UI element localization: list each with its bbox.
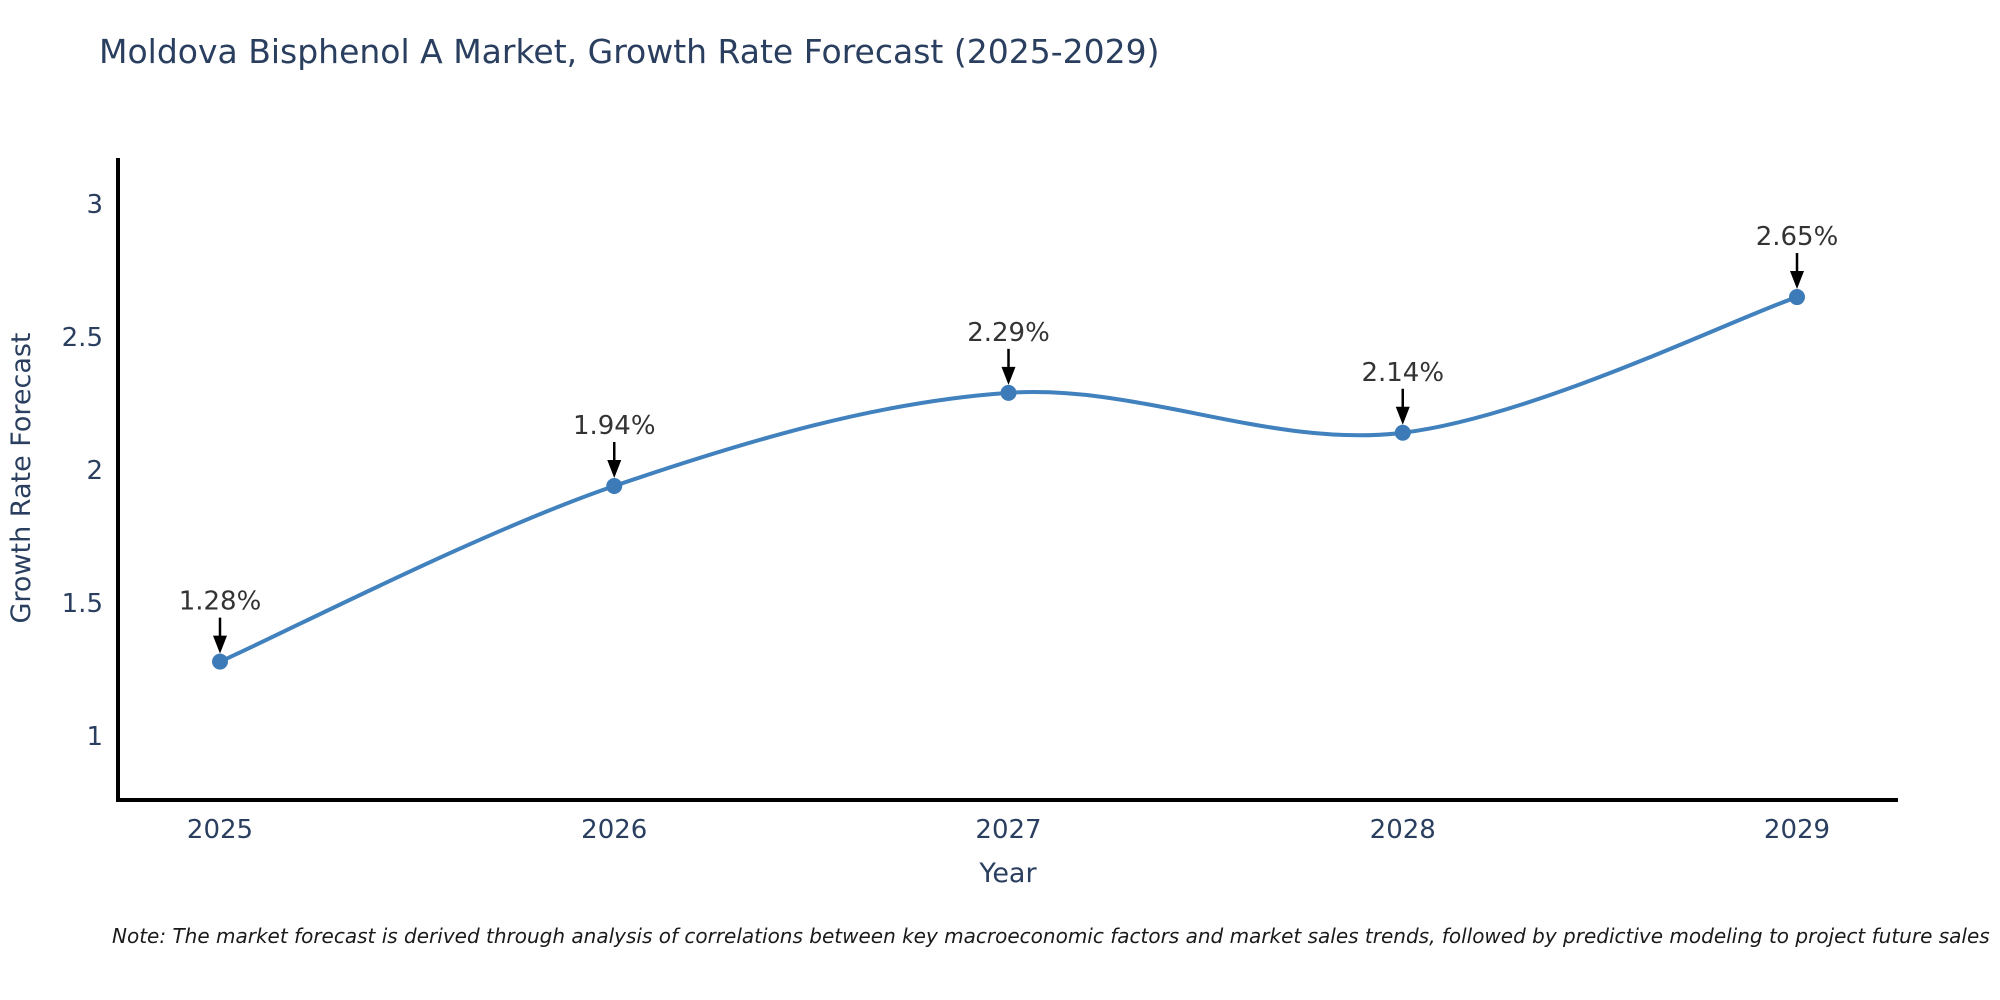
data-point-marker [212,653,228,670]
annotation-label: 2.14% [1361,358,1444,388]
x-tick-label: 2029 [1764,815,1830,845]
data-point-marker [1000,384,1017,401]
y-tick-label: 2 [86,456,103,486]
y-tick-label: 3 [86,190,103,220]
data-point-marker [1789,289,1805,306]
annotation-label: 2.29% [967,318,1050,348]
annotation-label: 1.94% [573,411,656,441]
x-axis-tick-labels: 2025 2026 2027 2028 2029 [187,815,1830,845]
annotation-arrowhead [1790,271,1804,290]
data-point-marker [606,477,623,494]
x-tick-label: 2028 [1370,815,1436,845]
x-tick-label: 2025 [187,815,253,845]
annotation-label: 1.28% [179,587,262,617]
y-axis-title: Growth Rate Forecast [6,332,37,623]
annotation-label: 2.65% [1756,222,1839,252]
y-tick-label: 1.5 [62,589,103,619]
y-tick-label: 2.5 [62,323,103,353]
y-axis-tick-labels: 1 1.5 2 2.5 3 [62,190,103,752]
annotation-arrowhead [607,459,622,478]
y-tick-label: 1 [86,722,103,752]
data-series [212,289,1805,670]
data-point-marker [1394,424,1411,441]
x-tick-label: 2026 [581,815,647,845]
chart-title: Moldova Bisphenol A Market, Growth Rate … [99,32,1160,71]
x-tick-label: 2027 [975,815,1041,845]
annotation-arrowhead [1395,406,1410,425]
point-annotations: 1.28% 1.94% 2.29% 2.14% 2.65% [179,222,1839,654]
annotation-arrowhead [213,635,227,654]
footnote: Note: The market forecast is derived thr… [112,924,1990,948]
annotation-arrowhead [1001,366,1016,385]
x-axis-title: Year [978,858,1037,889]
